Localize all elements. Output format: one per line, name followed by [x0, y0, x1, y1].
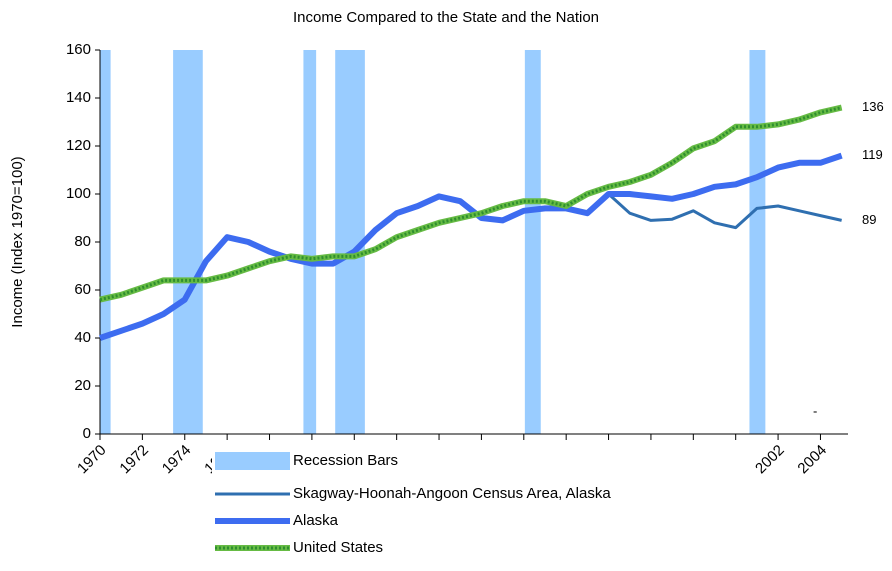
y-tick-label: 20	[74, 377, 91, 394]
y-tick-label: 100	[66, 185, 91, 202]
legend-label: Skagway-Hoonah-Angoon Census Area, Alask…	[293, 485, 611, 502]
y-tick-label: 40	[74, 329, 91, 346]
legend-swatch	[215, 452, 290, 470]
y-tick-label: 0	[83, 425, 91, 442]
y-tick-label: 80	[74, 233, 91, 250]
x-tick-label: 1974	[159, 442, 195, 478]
end-label: 89	[862, 212, 876, 227]
recession-bar	[749, 50, 766, 434]
series-line	[99, 152, 843, 341]
y-tick-label: 60	[74, 281, 91, 298]
y-tick-label: 160	[66, 41, 91, 58]
recession-bar	[173, 50, 203, 434]
legend-label: United States	[293, 539, 383, 556]
recession-bar	[303, 50, 317, 434]
y-tick-label: 120	[66, 137, 91, 154]
legend-label: Alaska	[293, 512, 339, 529]
chart-title: Income Compared to the State and the Nat…	[293, 9, 599, 26]
x-tick-label: 1972	[116, 442, 152, 478]
y-axis-label: Income (Index 1970=100)	[9, 156, 26, 327]
x-tick-label: 1970	[74, 442, 110, 478]
end-label: 119	[862, 147, 883, 162]
recession-bar	[524, 50, 541, 434]
recession-bar	[100, 50, 111, 434]
series-line-pattern	[99, 106, 842, 302]
x-tick-label: 2002	[752, 442, 788, 478]
legend-background	[212, 444, 750, 571]
end-label: 136	[862, 99, 884, 114]
annotation: -	[813, 403, 817, 418]
y-tick-label: 140	[66, 89, 91, 106]
series-line	[99, 104, 843, 303]
legend-label: Recession Bars	[293, 452, 398, 469]
x-tick-label: 2004	[794, 442, 830, 478]
